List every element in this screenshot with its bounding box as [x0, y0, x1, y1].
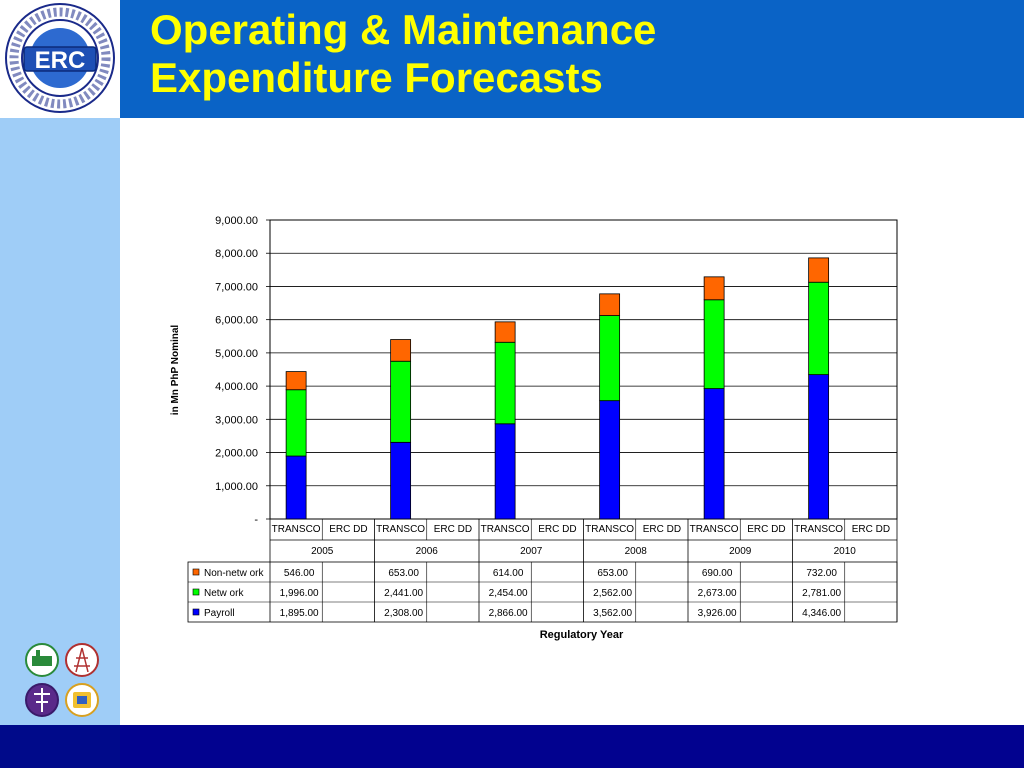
y-tick-label: -: [254, 514, 258, 526]
data-value-label: 653.00: [597, 568, 628, 579]
x-axis-title: Regulatory Year: [540, 629, 624, 641]
subcategory-label: ERC DD: [329, 524, 367, 535]
y-tick-label: 6,000.00: [215, 315, 258, 327]
data-value-label: 614.00: [493, 568, 524, 579]
legend-label: Non-netw ork: [204, 568, 264, 579]
footer-bar: [0, 725, 1024, 768]
legend-swatch-network: [192, 588, 200, 596]
data-value-label: 732.00: [806, 568, 837, 579]
y-tick-label: 4,000.00: [215, 381, 258, 393]
data-value-label: 3,926.00: [698, 608, 737, 619]
slide-title-line-1: Operating & Maintenance: [150, 6, 657, 53]
data-value-label: 2,866.00: [489, 608, 528, 619]
y-tick-label: 1,000.00: [215, 481, 258, 493]
bar-non-network-2005: [285, 371, 307, 391]
bar-non-network-2006: [390, 339, 412, 362]
subcategory-label: TRANSCO: [272, 524, 321, 535]
logo-abbrev: ERC: [35, 47, 86, 74]
data-value-label: 1,895.00: [280, 608, 319, 619]
subcategory-label: ERC DD: [852, 524, 890, 535]
y-tick-label: 2,000.00: [215, 448, 258, 460]
bar-network-2009: [703, 299, 725, 389]
x-tick-label: 2008: [625, 546, 648, 557]
data-value-label: 2,673.00: [698, 588, 737, 599]
bar-payroll-2010: [808, 374, 830, 520]
x-tick-label: 2005: [311, 546, 334, 557]
legend-swatch-non-network: [192, 568, 200, 576]
y-tick-label: 3,000.00: [215, 414, 258, 426]
agency-logo-3-icon: [25, 683, 59, 717]
agency-logo-1-icon: [25, 643, 59, 677]
data-value-label: 4,346.00: [802, 608, 841, 619]
x-tick-label: 2007: [520, 546, 543, 557]
bar-network-2010: [808, 281, 830, 376]
y-tick-label: 8,000.00: [215, 248, 258, 260]
y-axis-title: in Mn PhP Nominal: [170, 325, 181, 416]
subcategory-label: ERC DD: [538, 524, 576, 535]
y-tick-label: 9,000.00: [215, 215, 258, 227]
bar-non-network-2009: [703, 276, 725, 301]
plot-area: [269, 219, 898, 520]
bar-non-network-2010: [808, 257, 830, 283]
bar-payroll-2006: [390, 441, 412, 520]
agency-logo-4-icon: [65, 683, 99, 717]
bar-payroll-2005: [285, 455, 307, 520]
legend-label: Netw ork: [204, 588, 244, 599]
y-tick-label: 5,000.00: [215, 348, 258, 360]
subcategory-label: TRANSCO: [585, 524, 634, 535]
legend-label: Payroll: [204, 608, 235, 619]
data-value-label: 653.00: [388, 568, 419, 579]
bar-network-2005: [285, 389, 307, 457]
agency-logo-2-icon: [65, 643, 99, 677]
x-tick-label: 2006: [416, 546, 439, 557]
bar-network-2007: [494, 341, 516, 425]
left-sidebar-band: [0, 118, 120, 725]
subcategory-label: ERC DD: [747, 524, 785, 535]
subcategory-label: TRANSCO: [794, 524, 843, 535]
y-tick-label: 7,000.00: [215, 281, 258, 293]
bar-payroll-2009: [703, 388, 725, 520]
data-value-label: 3,562.00: [593, 608, 632, 619]
stacked-bar-chart: - 1,000.00 2,000.00 3,000.00 4,000.00 5,000.0…: [170, 215, 898, 641]
data-value-label: 2,781.00: [802, 588, 841, 599]
x-tick-label: 2010: [834, 546, 857, 557]
data-value-label: 2,562.00: [593, 588, 632, 599]
subcategory-label: ERC DD: [643, 524, 681, 535]
x-tick-label: 2009: [729, 546, 752, 557]
subcategory-label: TRANSCO: [481, 524, 530, 535]
bar-network-2008: [599, 315, 621, 402]
subcategory-label: TRANSCO: [690, 524, 739, 535]
bar-network-2006: [390, 360, 412, 443]
erc-logo: ERC: [0, 0, 120, 118]
legend-swatch-payroll: [192, 608, 200, 616]
slide-title-line-2: Expenditure Forecasts: [150, 54, 603, 101]
footer-left-block: [0, 725, 120, 768]
header-bar: [0, 0, 1024, 118]
subcategory-label: TRANSCO: [376, 524, 425, 535]
data-value-label: 2,454.00: [489, 588, 528, 599]
data-value-label: 546.00: [284, 568, 315, 579]
agency-logos: [25, 643, 99, 717]
bar-non-network-2007: [494, 321, 516, 343]
bar-non-network-2008: [599, 293, 621, 316]
data-value-label: 2,441.00: [384, 588, 423, 599]
data-value-label: 690.00: [702, 568, 733, 579]
data-value-label: 1,996.00: [280, 588, 319, 599]
subcategory-label: ERC DD: [434, 524, 472, 535]
data-value-label: 2,308.00: [384, 608, 423, 619]
erc-seal-icon: ERC: [5, 3, 115, 113]
bar-payroll-2007: [494, 423, 516, 520]
bar-payroll-2008: [599, 400, 621, 520]
